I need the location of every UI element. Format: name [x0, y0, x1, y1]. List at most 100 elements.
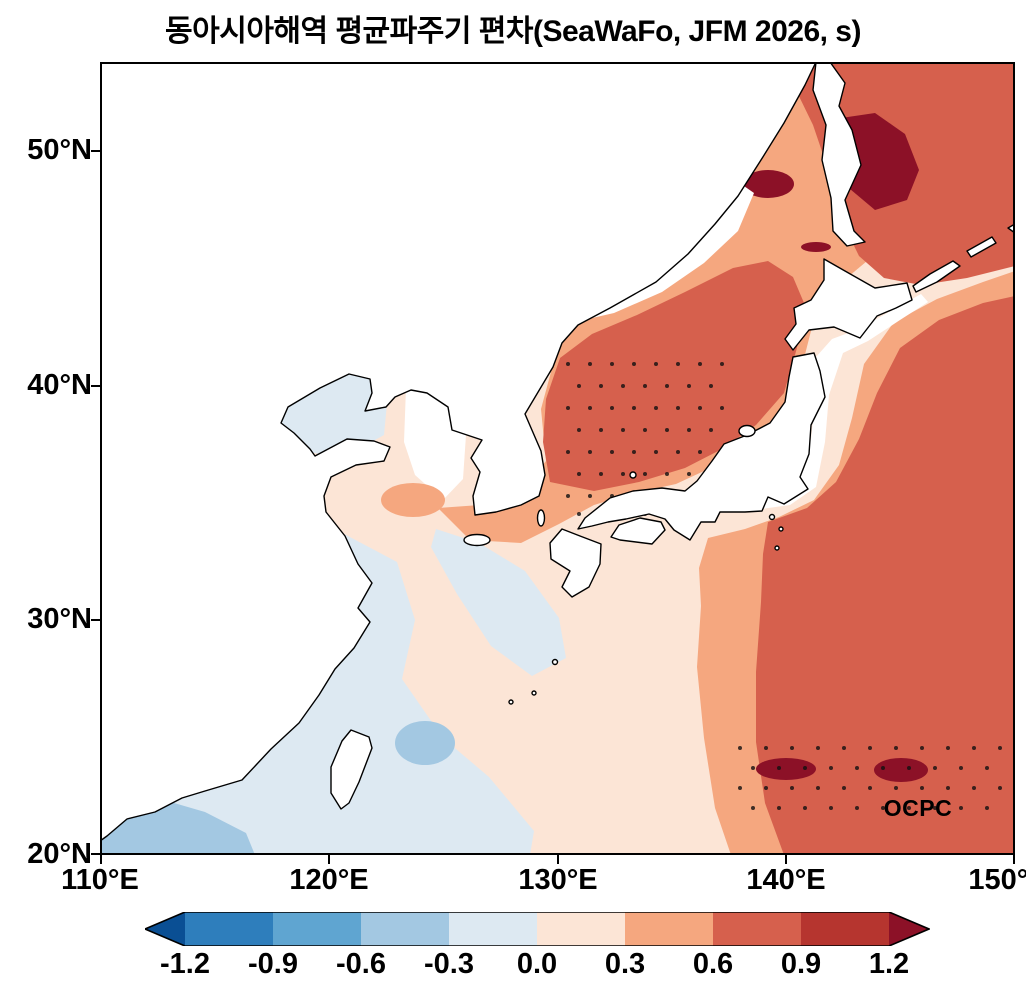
stipple-dot [577, 428, 581, 432]
land-oki [629, 471, 637, 479]
x-tick-110e: 110°E [61, 864, 139, 896]
colorbar-segment [185, 912, 273, 946]
stipple-dot [577, 512, 581, 516]
stipple-dot [998, 786, 1002, 790]
stipple-dot [777, 766, 781, 770]
land-ryukyu-3 [508, 699, 514, 705]
colorbar-tick-label: -0.9 [248, 948, 298, 980]
stipple-dot [764, 786, 768, 790]
stipple-dot [777, 806, 781, 810]
stipple-dot [907, 766, 911, 770]
stipple-dot [720, 362, 724, 366]
land-ryukyu-1 [551, 658, 559, 666]
stipple-dot [842, 746, 846, 750]
x-tick-140e: 140°E [746, 864, 826, 896]
colorbar-tick-label: 0.6 [692, 948, 734, 980]
stipple-dot [621, 472, 625, 476]
field-red-pacific [756, 296, 1015, 855]
colorbar-tick-label: 0.3 [604, 948, 646, 980]
stipple-dot [709, 428, 713, 432]
stipple-dot [894, 746, 898, 750]
stipple-dot [577, 472, 581, 476]
stipple-dot [868, 786, 872, 790]
stipple-dot [588, 362, 592, 366]
y-tickmark-50n [91, 150, 100, 152]
x-tickmark-130e [557, 855, 559, 864]
stipple-dot [654, 362, 658, 366]
x-tick-130e: 130°E [518, 864, 598, 896]
stipple-dot [665, 472, 669, 476]
land-jeju [463, 533, 491, 547]
x-tick-150e: 150°E [968, 864, 1026, 896]
stipple-dot [790, 786, 794, 790]
land-izu-3 [774, 545, 780, 551]
land-hokkaido [784, 258, 913, 351]
land-izu-2 [778, 526, 784, 532]
stipple-dot [632, 450, 636, 454]
stipple-dot [610, 362, 614, 366]
stipple-dot [566, 494, 570, 498]
land-sakhalin [812, 62, 866, 247]
stipple-dot [698, 406, 702, 410]
colorbar [145, 912, 930, 946]
stipple-dot [764, 746, 768, 750]
stipple-dot [643, 472, 647, 476]
stipple-dot [907, 806, 911, 810]
stipple-dot [816, 786, 820, 790]
land-sado [738, 424, 756, 438]
stipple-dot [676, 450, 680, 454]
land-kuril-iturup [912, 260, 961, 293]
stipple-dot [687, 384, 691, 388]
land-izu-1 [768, 513, 776, 521]
stipple-dot [959, 806, 963, 810]
stipple-subtropic [738, 746, 1002, 810]
stipple-dot [829, 766, 833, 770]
stipple-dot [643, 384, 647, 388]
colorbar-tick-label: -0.6 [336, 948, 386, 980]
stipple-dot [665, 428, 669, 432]
stipple-dot [621, 428, 625, 432]
stipple-dot [855, 766, 859, 770]
land-asia-mainland-korea [100, 62, 817, 842]
stipple-dot [751, 766, 755, 770]
stipple-dot [599, 428, 603, 432]
map-panel: OCPC [100, 62, 1015, 855]
stipple-dot [751, 806, 755, 810]
stipple-dot [698, 362, 702, 366]
stipple-dot [687, 472, 691, 476]
land-kyushu [549, 528, 602, 598]
chart-title: 동아시아해역 평균파주기 편차(SeaWaFo, JFM 2026, s) [165, 15, 861, 48]
colorbar-over-arrow [889, 912, 929, 946]
colorbar-tick-label: -0.3 [424, 948, 474, 980]
stipple-dot [610, 406, 614, 410]
stipple-dot [920, 786, 924, 790]
stipple-dot [577, 384, 581, 388]
y-tick-50n: 50°N [27, 134, 92, 166]
ocpc-watermark: OCPC [883, 795, 953, 821]
colorbar-segment [625, 912, 713, 946]
stipple-dot [588, 494, 592, 498]
stipple-dot [829, 806, 833, 810]
plot-border [100, 62, 1015, 855]
y-tick-20n: 20°N [27, 838, 92, 870]
colorbar-labels: -1.2 -0.9 -0.6 -0.3 0.0 0.3 0.6 0.9 1.2 [145, 948, 930, 984]
stipple-eastsea [566, 362, 724, 516]
stipple-dot [709, 384, 713, 388]
stipple-dot [790, 746, 794, 750]
stipple-dot [566, 450, 570, 454]
stipple-dot [881, 806, 885, 810]
stipple-dot [738, 786, 742, 790]
x-tick-120e: 120°E [289, 864, 369, 896]
stipple-dot [676, 406, 680, 410]
field-darkred-okhotsk-blob [836, 113, 919, 210]
colorbar-segment [449, 912, 537, 946]
stipple-dot [985, 806, 989, 810]
land-taiwan [330, 729, 373, 810]
stipple-dot [643, 428, 647, 432]
stipple-dot [894, 786, 898, 790]
land-tsushima [536, 509, 546, 527]
stipple-dot [933, 806, 937, 810]
field-orange-yellowsea-spot [381, 483, 445, 517]
stipple-dot [920, 746, 924, 750]
